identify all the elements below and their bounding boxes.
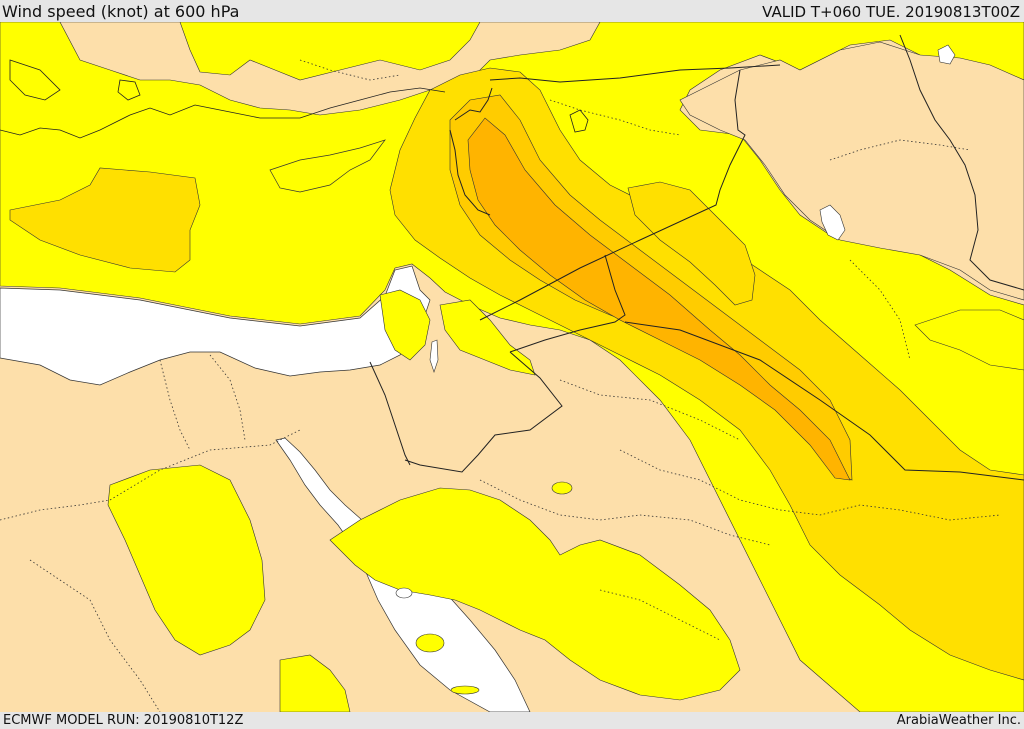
map-title: Wind speed (knot) at 600 hPa (2, 2, 240, 21)
credit-label: ArabiaWeather Inc. (896, 713, 1021, 728)
country-borders (369, 34, 1024, 481)
wind-band-mid-west (9, 167, 201, 273)
island-3 (450, 685, 480, 695)
province-boundaries (0, 59, 1001, 712)
wind-blob-south (279, 654, 351, 712)
wind-blob-east (914, 309, 1024, 371)
dead-sea (429, 339, 439, 373)
land-iran (679, 41, 1024, 301)
cyprus-island (269, 139, 386, 193)
header-bar (0, 0, 1024, 22)
island-2 (395, 587, 413, 599)
island-4 (551, 481, 573, 495)
wind-band-mid-streak (627, 181, 756, 306)
land-turkey-west (59, 22, 601, 116)
coastlines (0, 59, 589, 139)
wind-blob-egypt (107, 464, 266, 656)
wind-band-core (467, 117, 851, 481)
wind-blob-saudi (329, 487, 741, 701)
island-1 (415, 633, 445, 653)
lake-van (819, 204, 846, 241)
wind-blob-levant (379, 289, 431, 361)
lake-urmia (937, 44, 956, 65)
wind-speed-map (0, 22, 1024, 712)
model-run-label: ECMWF MODEL RUN: 20190810T12Z (3, 713, 244, 728)
wind-blob-jordan (439, 299, 536, 376)
footer-bar (0, 712, 1024, 729)
valid-time-label: VALID T+060 TUE. 20190813T00Z (762, 3, 1020, 21)
mediterranean-sea (0, 265, 431, 386)
